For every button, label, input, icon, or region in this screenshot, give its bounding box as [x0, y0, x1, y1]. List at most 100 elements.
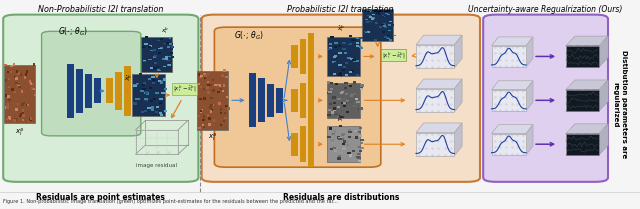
Text: $\hat{x}_i^b$: $\hat{x}_i^b$ [337, 24, 346, 34]
Bar [139, 73, 142, 75]
Polygon shape [566, 124, 608, 134]
Bar [19, 86, 20, 88]
Bar [145, 92, 148, 94]
Polygon shape [454, 35, 462, 68]
Bar [198, 83, 200, 85]
Bar [371, 18, 374, 20]
Bar [356, 156, 360, 158]
Bar [353, 59, 356, 61]
Polygon shape [526, 81, 533, 111]
Bar [352, 100, 356, 102]
Bar [344, 52, 348, 54]
Bar [160, 38, 163, 40]
Bar [124, 66, 131, 116]
Bar [15, 77, 18, 80]
Bar [358, 160, 361, 162]
Bar [355, 60, 358, 62]
Bar [197, 71, 228, 130]
Bar [160, 80, 163, 82]
Bar [356, 153, 360, 155]
Bar [22, 109, 24, 112]
Bar [147, 40, 150, 42]
Bar [207, 92, 210, 94]
Bar [146, 92, 149, 94]
Bar [168, 64, 171, 66]
Polygon shape [526, 37, 533, 67]
Bar [368, 25, 371, 27]
Bar [332, 133, 335, 135]
Bar [159, 112, 162, 114]
Bar [348, 152, 351, 154]
Bar [152, 76, 155, 78]
Bar [220, 108, 222, 111]
Bar [365, 21, 369, 23]
Bar [345, 74, 348, 76]
Bar [328, 136, 331, 138]
Bar [226, 96, 228, 98]
Bar [32, 88, 35, 90]
Bar [170, 48, 173, 50]
Bar [141, 111, 144, 113]
Bar [350, 147, 353, 149]
Bar [332, 47, 336, 49]
Bar [376, 22, 379, 23]
Bar [328, 109, 331, 111]
Bar [4, 79, 7, 82]
Bar [223, 69, 225, 72]
Bar [337, 116, 340, 118]
Bar [348, 101, 351, 103]
Bar [14, 76, 17, 78]
Bar [337, 106, 340, 108]
Bar [334, 46, 337, 47]
Bar [8, 116, 10, 119]
Bar [354, 130, 357, 132]
Bar [157, 52, 161, 54]
Bar [381, 16, 384, 18]
Bar [227, 107, 230, 110]
Bar [355, 98, 358, 100]
Bar [338, 45, 341, 47]
Bar [327, 37, 360, 76]
Text: $|x_i^b - \hat{s}_i^b|$: $|x_i^b - \hat{s}_i^b|$ [382, 50, 405, 61]
Bar [147, 95, 150, 97]
Bar [22, 112, 24, 115]
Bar [387, 35, 390, 36]
Bar [333, 108, 336, 111]
Bar [207, 115, 209, 117]
Bar [340, 138, 344, 140]
Bar [27, 104, 29, 106]
Bar [360, 84, 364, 87]
Text: $G(\cdot;\,\theta_G)$: $G(\cdot;\,\theta_G)$ [234, 29, 264, 42]
Bar [328, 136, 331, 138]
Bar [388, 18, 391, 20]
Bar [357, 157, 361, 159]
Bar [163, 79, 166, 81]
Text: Figure 1. Non-probabilistic image translation (green) optimizes point-estimates : Figure 1. Non-probabilistic image transl… [3, 199, 338, 204]
Bar [148, 78, 151, 80]
Bar [201, 109, 203, 111]
Bar [5, 106, 8, 109]
Bar [291, 45, 298, 68]
Bar [225, 76, 228, 78]
Bar [12, 88, 13, 91]
Bar [348, 43, 351, 45]
Bar [332, 147, 336, 149]
Bar [367, 15, 371, 17]
Bar [344, 98, 348, 100]
Bar [339, 125, 342, 127]
Bar [142, 84, 145, 86]
Polygon shape [454, 123, 462, 156]
Bar [154, 68, 157, 69]
Bar [166, 60, 170, 61]
Bar [150, 109, 154, 111]
Bar [492, 46, 526, 67]
Bar [209, 123, 211, 125]
Text: Non-Probabilistic I2I translation: Non-Probabilistic I2I translation [38, 5, 164, 14]
Bar [365, 9, 368, 11]
Bar [388, 24, 391, 26]
Bar [387, 17, 390, 19]
Bar [335, 83, 338, 85]
Bar [344, 62, 348, 64]
Bar [132, 74, 165, 116]
Bar [222, 90, 225, 92]
